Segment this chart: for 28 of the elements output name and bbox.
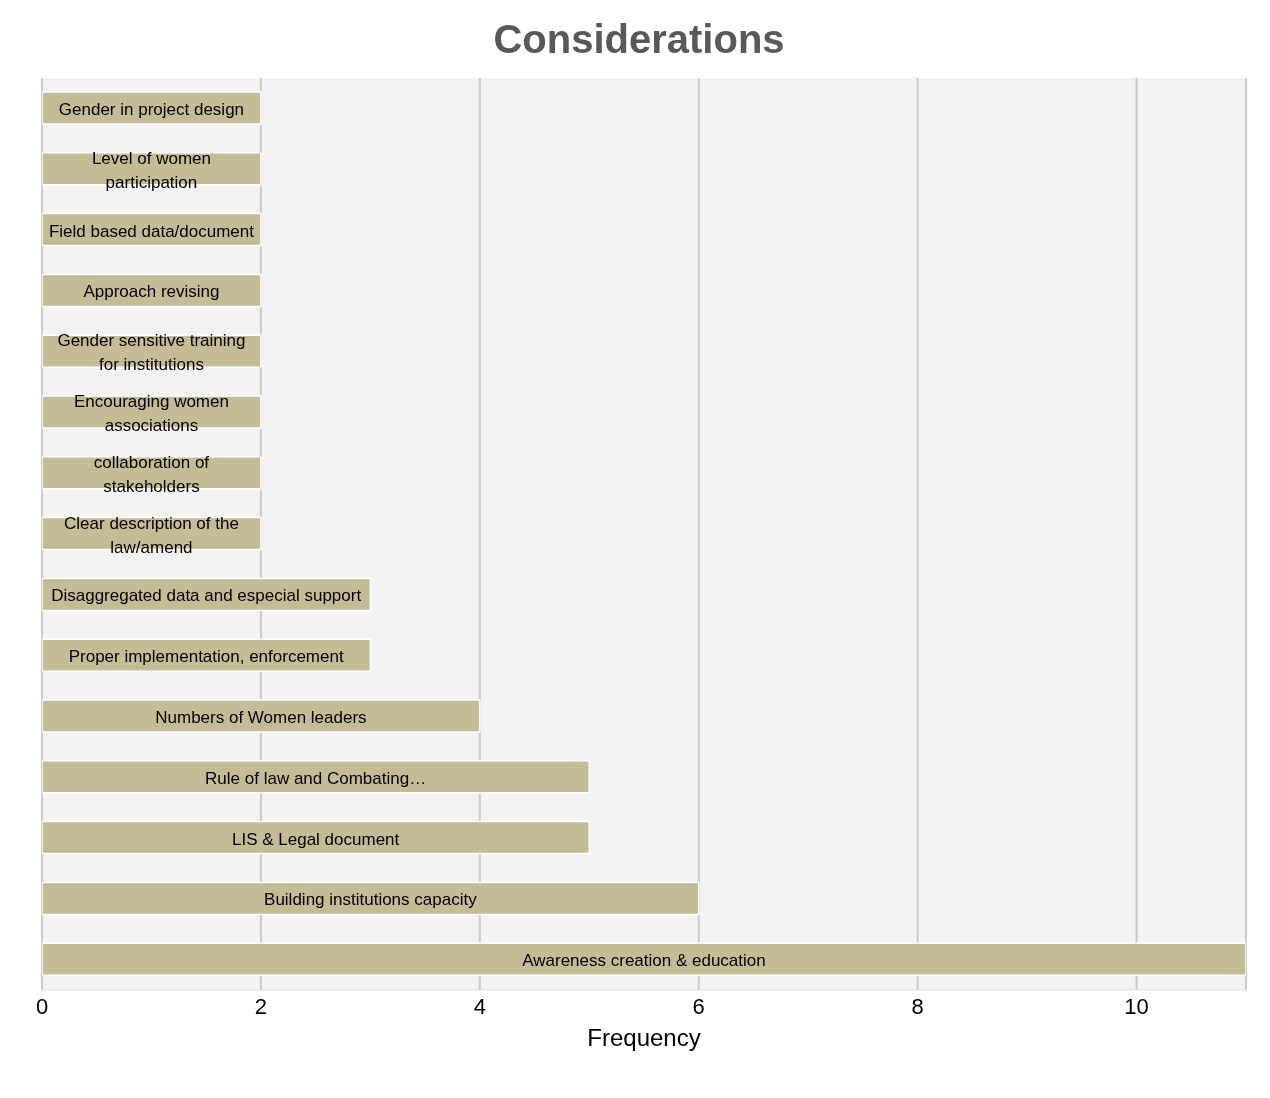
bar <box>42 699 481 733</box>
x-tick-label: 4 <box>473 993 486 1019</box>
x-tick-label: 6 <box>692 993 705 1019</box>
y-tick-label: Field based data/document <box>48 221 255 241</box>
x-tick-label: 2 <box>254 993 268 1019</box>
y-tick-label: Building institutions capacity <box>264 890 478 910</box>
y-tick-label: LIS & Legal document <box>232 829 400 849</box>
x-tick-label: 8 <box>911 993 924 1019</box>
x-tick-label: 0 <box>35 993 49 1019</box>
x-axis-title: Frequency <box>587 1024 701 1051</box>
y-tick-label: Level of women participation <box>91 148 211 192</box>
y-tick-label: Gender sensitive training for institutions <box>57 331 246 375</box>
y-tick-label: Clear description of the law/amend <box>64 513 239 557</box>
y-tick-label: Numbers of Women leaders <box>155 708 367 727</box>
y-tick-label: Approach revising <box>83 282 220 302</box>
bar <box>42 820 591 855</box>
y-tick-label: Proper implementation, enforcement <box>68 647 344 667</box>
y-tick-label: Awareness creation & education <box>522 951 766 971</box>
y-tick-label: collaboration of stakeholders <box>93 452 210 496</box>
y-tick-label: Encouraging women associations <box>73 392 229 435</box>
y-tick-label: Rule of law and Combating… <box>205 768 427 788</box>
y-tick-label: Gender in project design <box>58 100 245 119</box>
x-tick-label: 10 <box>1124 993 1149 1019</box>
bar <box>42 881 700 916</box>
y-tick-label: Disaggregated data and especial support <box>51 586 362 606</box>
bar <box>42 942 1246 976</box>
chart-title: Considerations <box>492 16 786 63</box>
bar <box>42 760 591 794</box>
